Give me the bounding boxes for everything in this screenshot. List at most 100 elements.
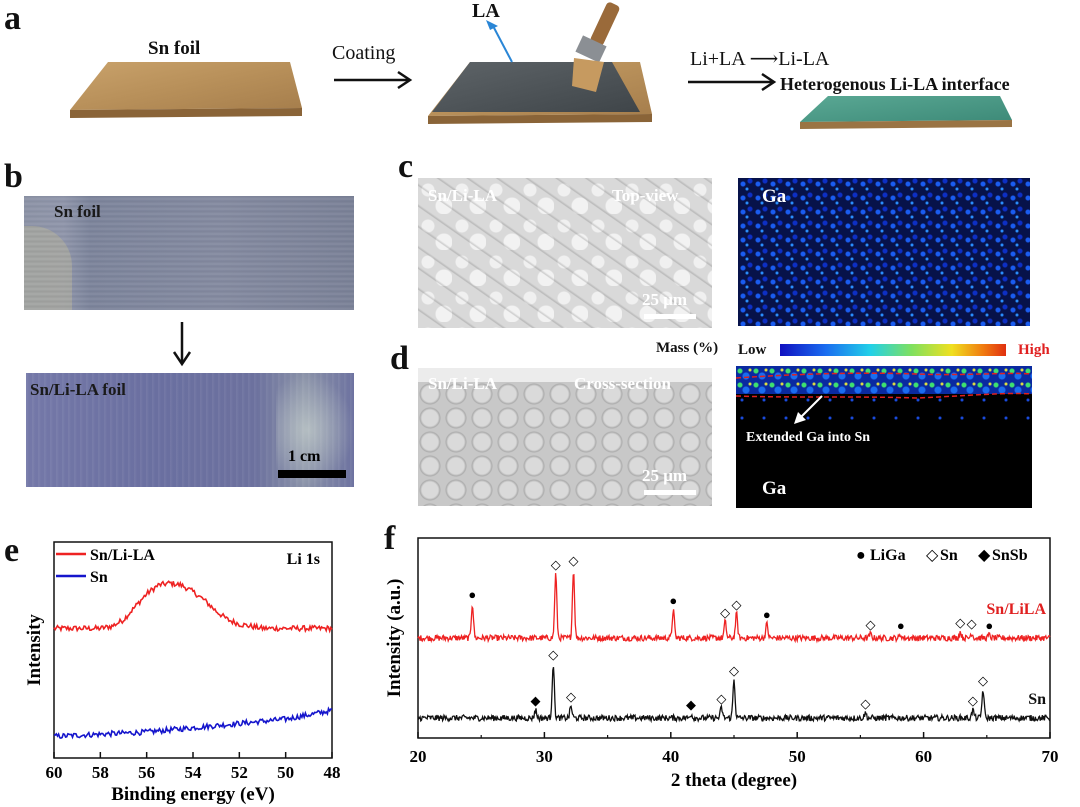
colorbar-gradient — [780, 344, 1006, 356]
xps-x-tick-label: 58 — [92, 763, 109, 782]
xrd-x-tick-label: 20 — [410, 747, 427, 766]
sn-li-la-foil-photo — [26, 373, 354, 487]
colorbar-high-label: High — [1018, 342, 1050, 358]
sn-foil-label: Sn foil — [148, 38, 201, 59]
sn-foil-plate — [70, 62, 302, 118]
xrd-legend-label: Sn — [940, 547, 958, 564]
xrd-x-tick-label: 30 — [536, 747, 553, 766]
ga-map-cross — [736, 366, 1032, 508]
xrd-peak-marker: ◇ — [968, 693, 978, 708]
xps-legend-label: Sn/Li-LA — [90, 547, 155, 564]
coated-foil-plate — [428, 62, 652, 124]
xrd-peak-marker: ◇ — [566, 689, 576, 704]
panel-label-e: e — [4, 532, 20, 569]
sem-top-scale-label: 25 μm — [642, 290, 688, 309]
xrd-series-line — [417, 573, 1051, 644]
la-arrow — [491, 23, 513, 63]
sn-li-la-foil-photo-label: Sn/Li-LA foil — [30, 380, 126, 399]
xps-x-tick-label: 50 — [277, 763, 294, 782]
xrd-series-label: Sn/LiLA — [986, 601, 1046, 618]
coating-label: Coating — [332, 42, 396, 64]
sem-cross-scale-bar — [644, 490, 696, 495]
xrd-peak-marker: ◇ — [978, 673, 988, 688]
xrd-peak-marker: ● — [669, 593, 677, 608]
xrd-chart: 20 30 40 50 60 70 2 theta (degree) Intensity (a… — [384, 537, 1059, 791]
xrd-x-tick-label: 60 — [915, 747, 932, 766]
reaction-label: Li+LA ⟶Li-LA — [690, 48, 830, 70]
xps-series-line — [53, 580, 333, 634]
schematic-illustration — [70, 2, 1012, 129]
xps-x-tick-label: 56 — [138, 763, 155, 782]
xrd-series-line — [417, 667, 1051, 724]
interface-label: Heterogenous Li-LA interface — [780, 74, 1010, 94]
panel-label-f: f — [384, 520, 396, 557]
xrd-peak-marker: ◇ — [967, 616, 977, 631]
sem-top-scale-bar — [644, 314, 696, 319]
ga-map-top — [738, 178, 1030, 326]
xrd-peak-marker: ◆ — [531, 693, 541, 708]
sem-top-sample-label: Sn/Li-LA — [428, 186, 497, 205]
xrd-peak-marker: ◇ — [551, 557, 561, 572]
xrd-peak-marker: ◇ — [955, 615, 965, 630]
reaction-arrow — [688, 72, 777, 92]
xps-series-line — [53, 706, 333, 740]
la-label: LA — [472, 0, 500, 22]
xrd-peak-marker: ◇ — [866, 617, 876, 632]
annotation-arrow — [794, 395, 823, 424]
panel-label-d: d — [390, 340, 409, 377]
xrd-peak-marker: ◆ — [686, 697, 696, 712]
xrd-peak-marker: ◇ — [568, 553, 578, 568]
sem-cross-scale-label: 25 μm — [642, 466, 688, 485]
xrd-peak-marker: ◇ — [716, 691, 726, 706]
xrd-legend-symbol: ● — [856, 547, 866, 564]
xps-x-axis-label: Binding energy (eV) — [111, 784, 275, 805]
sn-foil-photo-label: Sn foil — [54, 202, 101, 221]
xrd-x-axis-label: 2 theta (degree) — [671, 770, 797, 791]
sem-cross-sample-label: Sn/Li-LA — [428, 374, 497, 393]
xrd-peak-marker: ◇ — [860, 696, 870, 711]
ga-map-top-label: Ga — [762, 186, 787, 207]
photo-scale-label: 1 cm — [288, 448, 321, 465]
sn-foil-photo — [24, 196, 354, 310]
ga-map-cross-label: Ga — [762, 478, 787, 499]
xps-x-tick-label: 60 — [46, 763, 63, 782]
brush-icon — [572, 2, 620, 92]
xrd-peak-marker: ● — [763, 607, 771, 622]
la-arrow-head — [486, 20, 498, 30]
sem-top-view-label: Top-view — [612, 186, 679, 205]
xrd-legend-label: LiGa — [870, 547, 906, 564]
xrd-legend-label: SnSb — [992, 547, 1028, 564]
xrd-peak-marker: ● — [468, 587, 476, 602]
xrd-peak-marker: ◇ — [548, 647, 558, 662]
xps-x-tick-label: 52 — [231, 763, 248, 782]
colorbar-low-label: Low — [738, 342, 767, 358]
xrd-legend-symbol: ◆ — [978, 547, 991, 564]
sem-cross-image — [418, 368, 712, 506]
colorbar-title: Mass (%) — [656, 340, 719, 356]
sem-top-image — [418, 178, 712, 328]
xrd-peak-marker: ● — [897, 618, 905, 633]
xps-legend-label: Sn — [90, 569, 108, 586]
xps-chart: 60 58 56 54 52 50 48 Binding energy (eV) Intensi… — [24, 541, 341, 805]
panel-label-a: a — [4, 0, 21, 37]
xrd-series-label: Sn — [1028, 691, 1046, 708]
xrd-x-tick-label: 70 — [1042, 747, 1059, 766]
interface-boundary-lines — [736, 372, 1032, 399]
xrd-legend-symbol: ◇ — [926, 547, 939, 564]
xrd-peak-marker: ◇ — [732, 597, 742, 612]
xrd-y-axis-label: Intensity (a.u.) — [384, 579, 405, 698]
xps-x-tick-label: 54 — [185, 763, 203, 782]
xps-annotation: Li 1s — [287, 551, 320, 568]
panel-label-c: c — [398, 148, 414, 185]
panel-label-b: b — [4, 158, 23, 195]
interface-plate — [800, 96, 1012, 129]
photo-scale-bar — [278, 470, 346, 478]
xrd-x-tick-label: 50 — [789, 747, 806, 766]
xrd-peak-marker: ● — [985, 618, 993, 633]
xrd-peak-marker: ◇ — [729, 663, 739, 678]
sem-cross-view-label: Cross-section — [574, 374, 671, 393]
down-arrow — [172, 322, 192, 367]
coating-arrow — [334, 70, 413, 90]
xps-y-axis-label: Intensity — [24, 614, 45, 686]
xrd-peak-marker: ◇ — [720, 605, 730, 620]
